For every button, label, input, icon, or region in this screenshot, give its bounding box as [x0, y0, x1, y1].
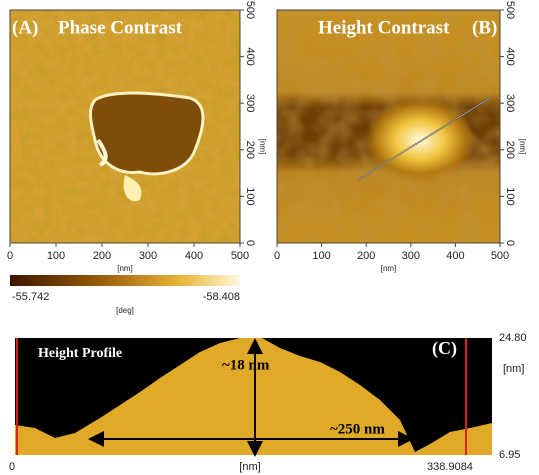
y-unit: [nm] [258, 139, 267, 155]
x-tick-label: 0 [274, 250, 280, 262]
phase-image [10, 10, 240, 243]
x-tick-label: 500 [231, 250, 249, 262]
height-image [277, 10, 500, 243]
y-unit: [nm] [518, 139, 527, 155]
y-top: 24.80 [499, 332, 527, 344]
y-tick-label: 200 [504, 141, 516, 159]
x-tick-label: 0 [7, 250, 13, 262]
panel-label: (C) [432, 338, 457, 359]
y-tick-label: 0 [244, 240, 256, 246]
x-tick-label: 400 [185, 250, 203, 262]
colorbar [10, 275, 240, 286]
y-tick-label: 0 [504, 240, 516, 246]
y-unit: [nm] [503, 363, 524, 375]
x-tick-label: 100 [47, 250, 65, 262]
y-tick-label: 100 [244, 187, 256, 205]
profile-title: Height Profile [38, 346, 122, 361]
colorbar-max: -58.408 [203, 291, 240, 303]
x-tick-label: 100 [312, 250, 330, 262]
y-tick-label: 200 [244, 141, 256, 159]
panel-title: Phase Contrast [58, 17, 183, 38]
x-unit: [nm] [381, 264, 397, 273]
panel-title: Height Contrast [318, 17, 450, 38]
panel-label: (B) [472, 17, 497, 38]
x-start: 0 [9, 461, 15, 473]
y-tick-label: 100 [504, 187, 516, 205]
y-tick-label: 500 [504, 1, 516, 19]
x-unit: [nm] [117, 264, 133, 273]
x-tick-label: 300 [139, 250, 157, 262]
figure: (A) Phase Contrast Height Contrast (B) -… [0, 0, 539, 475]
x-tick-label: 200 [93, 250, 111, 262]
x-tick-label: 200 [357, 250, 375, 262]
annotation: ~18 nm [222, 357, 270, 373]
x-tick-label: 300 [402, 250, 420, 262]
y-tick-label: 300 [504, 94, 516, 112]
x-tick-label: 500 [491, 250, 509, 262]
y-bottom: 6.95 [499, 449, 520, 461]
y-tick-label: 400 [244, 47, 256, 65]
x-unit: [nm] [239, 461, 260, 473]
annotation: ~250 nm [330, 421, 385, 437]
x-tick-label: 400 [446, 250, 464, 262]
y-tick-label: 300 [244, 94, 256, 112]
x-end: 338.9084 [427, 461, 473, 473]
panel-label: (A) [12, 17, 38, 38]
y-tick-label: 500 [244, 1, 256, 19]
colorbar-unit: [deg] [116, 306, 134, 315]
y-tick-label: 400 [504, 47, 516, 65]
colorbar-min: -55.742 [12, 291, 49, 303]
